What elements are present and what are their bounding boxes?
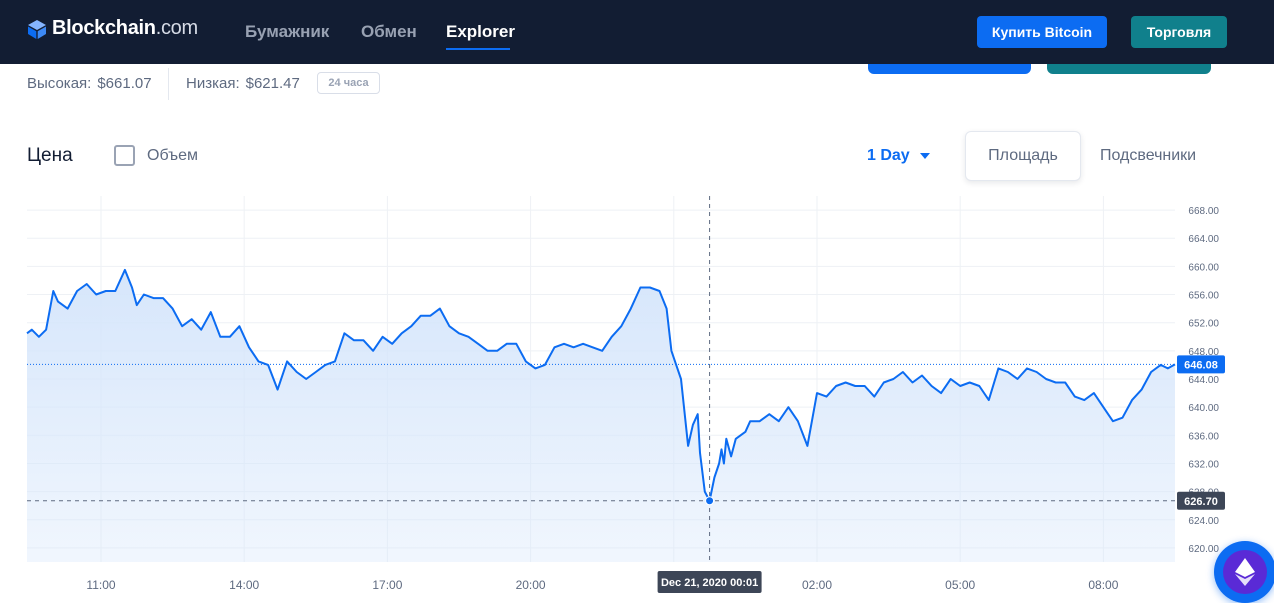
x-tick-label: 14:00 (229, 578, 259, 592)
x-tick-label: 17:00 (372, 578, 402, 592)
y-tick-label: 620.00 (1188, 544, 1219, 555)
nav-explorer[interactable]: Explorer (446, 22, 515, 41)
range-value: 1 Day (867, 147, 910, 164)
high-price-value: $661.07 (97, 75, 152, 92)
y-tick-label: 668.00 (1188, 206, 1219, 217)
volume-label[interactable]: Объем (147, 147, 198, 164)
volume-checkbox[interactable] (114, 145, 135, 166)
buy-bitcoin-button[interactable]: Купить Bitcoin (977, 16, 1107, 48)
x-tick-label: 20:00 (516, 578, 546, 592)
crosshair-point (705, 496, 715, 506)
x-tick-label: 08:00 (1088, 578, 1118, 592)
logo-text: Blockchain.com (52, 17, 198, 39)
partially-hidden-button[interactable] (868, 64, 1031, 74)
low-price-label: Низкая: (186, 75, 240, 92)
y-tick-label: 632.00 (1188, 459, 1219, 470)
area-chart-button[interactable]: Площадь (965, 131, 1081, 181)
low-price-value: $621.47 (245, 75, 300, 92)
y-tick-label: 636.00 (1188, 431, 1219, 442)
current-price-tag (1177, 355, 1225, 374)
y-tick-label: 644.00 (1188, 375, 1219, 386)
high-price-stat: Высокая: $661.07 (27, 75, 152, 92)
partially-hidden-button[interactable] (1047, 64, 1211, 74)
crosshair-price-tag (1177, 491, 1225, 510)
y-tick-label: 652.00 (1188, 319, 1219, 330)
nav-exchange[interactable]: Обмен (361, 22, 417, 41)
y-tick-label: 656.00 (1188, 291, 1219, 302)
y-tick-label: 640.00 (1188, 403, 1219, 414)
high-price-label: Высокая: (27, 75, 92, 92)
current-price-label: 646.08 (1184, 359, 1218, 371)
x-tick-label: 11:00 (86, 578, 115, 592)
y-tick-label: 648.00 (1188, 347, 1219, 358)
low-price-stat: Низкая: $621.47 (186, 75, 300, 92)
range-dropdown[interactable]: 1 Day (867, 147, 930, 165)
crosshair-price-label: 626.70 (1184, 496, 1218, 508)
nav-wallet[interactable]: Бумажник (245, 22, 330, 41)
crosshair-time-tag (657, 571, 762, 593)
y-tick-label: 664.00 (1188, 234, 1219, 245)
period-badge: 24 часа (317, 72, 380, 94)
chart-title: Цена (27, 145, 73, 166)
chevron-down-icon (919, 153, 930, 159)
top-navigation-bar: Blockchain.com Бумажник Обмен Explorer К… (0, 0, 1274, 64)
price-area-fill (27, 269, 1175, 562)
price-chart[interactable]: 620.00624.00628.00632.00636.00640.00644.… (0, 190, 1274, 603)
y-tick-label: 624.00 (1188, 516, 1219, 527)
nav-active-indicator (446, 48, 510, 50)
y-tick-label: 660.00 (1188, 262, 1219, 273)
blockchain-logo-icon (28, 19, 46, 39)
candlestick-chart-button[interactable]: Подсвечники (1100, 147, 1197, 164)
ethereum-icon (1235, 558, 1255, 586)
floating-action-button[interactable] (1214, 541, 1274, 603)
x-tick-label: 05:00 (945, 578, 975, 592)
crosshair-time-label: Dec 21, 2020 00:01 (661, 577, 758, 589)
ethereum-icon-container (1223, 550, 1267, 594)
x-tick-label: 02:00 (802, 578, 832, 592)
trade-button[interactable]: Торговля (1131, 16, 1227, 48)
price-line (26, 268, 1176, 502)
stat-divider (168, 68, 169, 100)
logo[interactable]: Blockchain.com (26, 17, 198, 40)
